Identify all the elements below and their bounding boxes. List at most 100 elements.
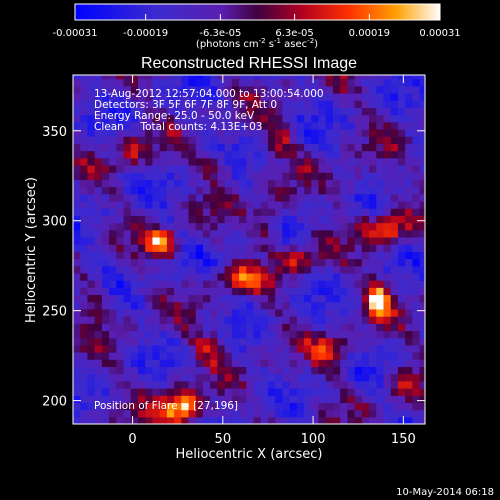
heatmap-cell (376, 78, 385, 87)
heatmap-cell (152, 121, 161, 130)
heatmap-cell (224, 92, 233, 101)
heatmap-cell (311, 380, 320, 389)
heatmap-cell (145, 75, 154, 80)
heatmap-cell (137, 121, 146, 130)
heatmap-cell (397, 200, 406, 209)
heatmap-cell (239, 251, 247, 260)
heatmap-cell (181, 222, 190, 231)
heatmap-cell (181, 244, 190, 252)
heatmap-cell (195, 337, 204, 346)
heatmap-cell (376, 222, 385, 231)
heatmap-cell (332, 164, 341, 173)
heatmap-cell (94, 100, 103, 108)
heatmap-cell (94, 344, 103, 353)
heatmap-cell (332, 352, 341, 360)
heatmap-cell (87, 143, 96, 152)
heatmap-cell (210, 121, 219, 130)
heatmap-cell (275, 78, 283, 87)
heatmap-cell (282, 294, 291, 303)
heatmap-cell (166, 78, 175, 87)
heatmap-cell (383, 380, 392, 389)
heatmap-cell (224, 265, 233, 274)
heatmap-cell (101, 236, 110, 245)
heatmap-cell (376, 308, 385, 317)
heatmap-cell (419, 388, 425, 396)
heatmap-cell (188, 244, 197, 252)
heatmap-cell (202, 402, 211, 411)
heatmap-cell (369, 128, 377, 137)
heatmap-cell (109, 301, 117, 310)
heatmap-cell (101, 366, 110, 375)
heatmap-cell (246, 244, 255, 252)
heatmap-cell (137, 316, 146, 324)
heatmap-cell (145, 395, 154, 404)
heatmap-cell (239, 402, 247, 411)
heatmap-cell (224, 114, 233, 123)
heatmap-cell (397, 208, 406, 216)
heatmap-cell (116, 208, 125, 216)
heatmap-cell (94, 301, 103, 310)
heatmap-cell (347, 359, 356, 368)
heatmap-cell (397, 107, 406, 116)
heatmap-cell (253, 395, 262, 404)
heatmap-cell (130, 136, 139, 144)
heatmap-cell (202, 265, 211, 274)
heatmap-cell (246, 193, 255, 202)
heatmap-cell (304, 244, 312, 252)
heatmap-cell (80, 136, 89, 144)
heatmap-cell (318, 236, 327, 245)
heatmap-cell (166, 301, 175, 310)
heatmap-cell (80, 157, 89, 166)
heatmap-cell (73, 337, 81, 346)
heatmap-cell (361, 179, 370, 188)
heatmap-cell (116, 172, 125, 180)
heatmap-cell (217, 179, 226, 188)
heatmap-cell (253, 272, 262, 281)
heatmap-cell (195, 265, 204, 274)
heatmap-cell (311, 78, 320, 87)
heatmap-cell (181, 193, 190, 202)
heatmap-cell (123, 244, 132, 252)
heatmap-cell (419, 172, 425, 180)
heatmap-cell (318, 128, 327, 137)
heatmap-cell (296, 287, 305, 296)
heatmap-cell (130, 380, 139, 389)
heatmap-cell (109, 85, 117, 94)
heatmap-cell (166, 200, 175, 209)
heatmap-cell (116, 294, 125, 303)
heatmap-cell (412, 215, 421, 224)
heatmap-cell (282, 380, 291, 389)
heatmap-cell (130, 229, 139, 238)
heatmap-cell (210, 75, 219, 80)
colorbar-tick-label: 6.3e-05 (275, 28, 313, 39)
heatmap-cell (369, 287, 377, 296)
heatmap-cell (267, 287, 276, 296)
heatmap-cell (325, 395, 334, 404)
heatmap-cell (275, 359, 283, 368)
heatmap-cell (304, 114, 312, 123)
heatmap-cell (304, 92, 312, 101)
heatmap-cell (152, 208, 161, 216)
heatmap-cell (217, 308, 226, 317)
heatmap-cell (159, 402, 168, 411)
heatmap-cell (390, 402, 399, 411)
heatmap-cell (325, 128, 334, 137)
heatmap-cell (397, 75, 406, 80)
heatmap-cell (383, 337, 392, 346)
heatmap-cell (246, 100, 255, 108)
heatmap-cell (361, 251, 370, 260)
heatmap-cell (195, 409, 204, 418)
heatmap-cell (101, 265, 110, 274)
heatmap-cell (325, 222, 334, 231)
heatmap-cell (195, 208, 204, 216)
heatmap-cell (101, 150, 110, 159)
heatmap-cell (123, 323, 132, 332)
heatmap-cell (101, 280, 110, 288)
heatmap-cell (397, 128, 406, 137)
heatmap-cell (361, 308, 370, 317)
heatmap-cell (217, 172, 226, 180)
heatmap-cell (304, 229, 312, 238)
heatmap-cell (390, 200, 399, 209)
heatmap-cell (325, 78, 334, 87)
heatmap-cell (275, 200, 283, 209)
